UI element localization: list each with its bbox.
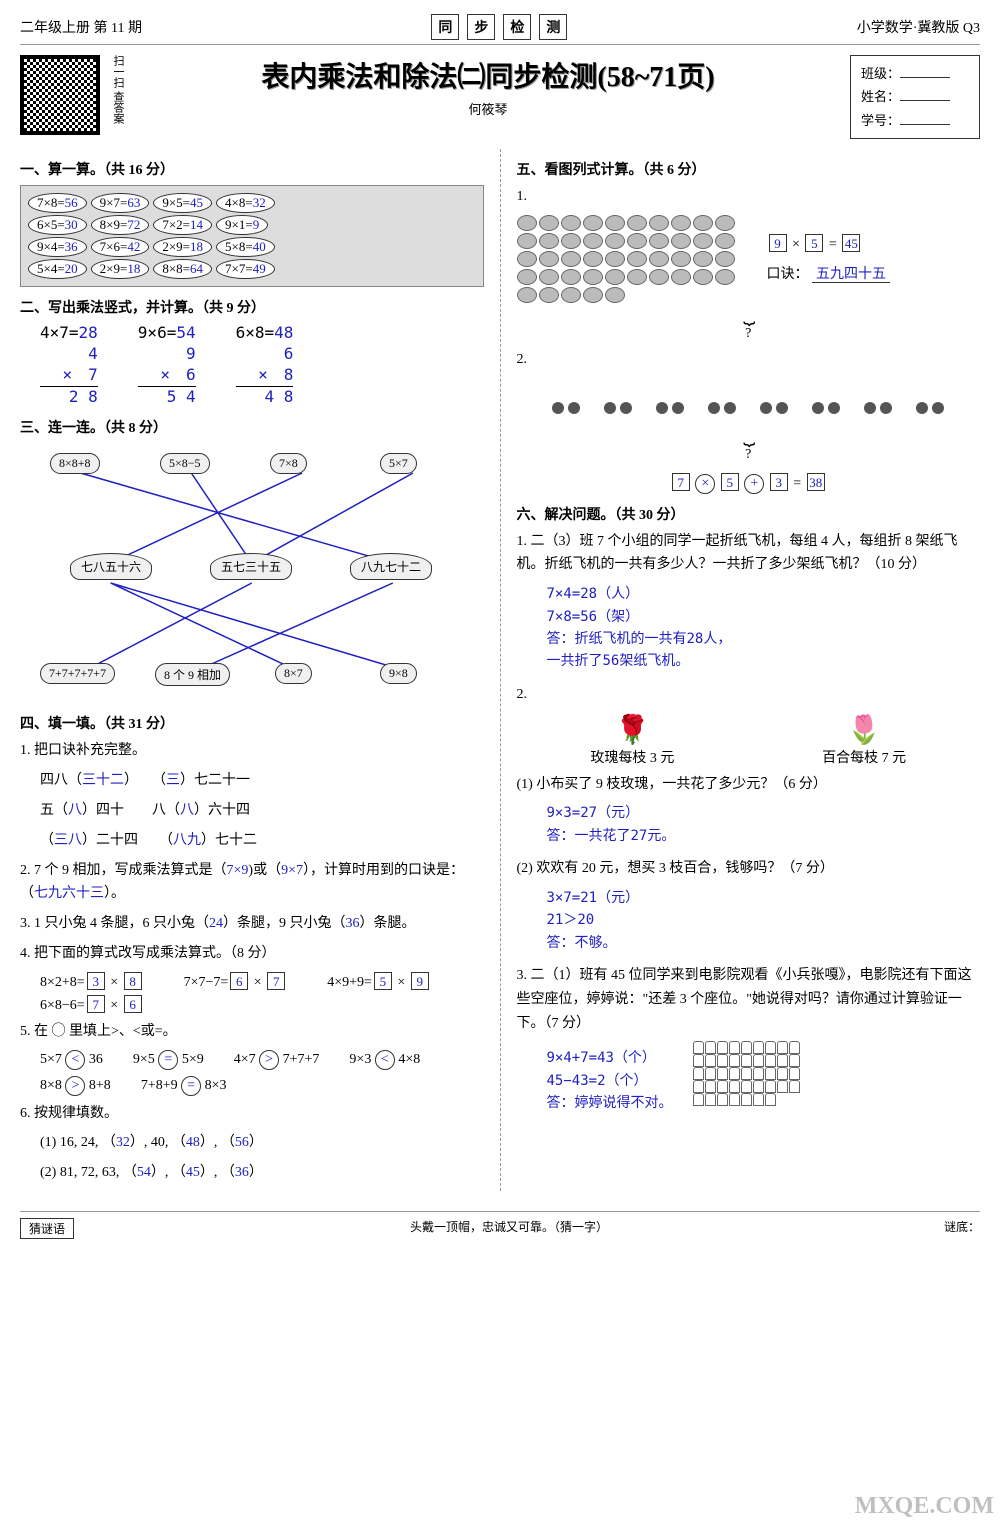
calc-oval: 7×8=56 [28, 193, 87, 213]
qr-code [20, 55, 100, 135]
calc-oval: 5×4=20 [28, 259, 87, 279]
calc-oval: 9×5=45 [153, 193, 212, 213]
s1-grid: 7×8=569×7=639×5=454×8=32 6×5=308×9=727×2=… [20, 185, 484, 287]
calc-oval: 7×2=14 [153, 215, 212, 235]
calc-oval: 6×5=30 [28, 215, 87, 235]
calc-oval: 8×9=72 [91, 215, 150, 235]
lily-icon: 🌷 [847, 713, 882, 747]
calc-oval: 4×8=32 [216, 193, 275, 213]
left-column: 一、算一算。（共 16 分） 7×8=569×7=639×5=454×8=32 6… [20, 149, 484, 1191]
header-center: 同 步 检 测 [431, 14, 567, 40]
page-header: 二年级上册 第 11 期 同 步 检 测 小学数学·冀教版 Q3 [20, 10, 980, 45]
calc-oval: 9×4=36 [28, 237, 87, 257]
vertical-calc: 9×6=549× 65 4 [138, 323, 196, 407]
title-section: 扫一扫 查答案 表内乘法和除法㈡同步检测(58~71页) 何筱琴 班级： 姓名：… [20, 55, 980, 139]
turtle-grid [517, 215, 747, 303]
calc-oval: 2×9=18 [91, 259, 150, 279]
header-left: 二年级上册 第 11 期 [20, 17, 142, 37]
s2-title: 二、写出乘法竖式，并计算。（共 9 分） [20, 297, 484, 317]
calc-oval: 7×7=49 [216, 259, 275, 279]
seat-grid [693, 1041, 800, 1106]
calc-oval: 5×8=40 [216, 237, 275, 257]
s3-area: 8×8+85×8−57×85×7七八五十六五七三十五八九七十二7+7+7+7+7… [20, 443, 484, 703]
calc-oval: 2×9=18 [153, 237, 212, 257]
vertical-calc: 6×8=486× 84 8 [236, 323, 294, 407]
content-columns: 一、算一算。（共 16 分） 7×8=569×7=639×5=454×8=32 6… [20, 149, 980, 1191]
s3-title: 三、连一连。（共 8 分） [20, 417, 484, 437]
vertical-calc: 4×7=284× 72 8 [40, 323, 98, 407]
page-footer: 猜谜语 头戴一顶帽，忠诚又可靠。（猜一字） 谜底： [20, 1211, 980, 1239]
watermark: MXQE.COM [855, 1493, 994, 1520]
s2-row: 4×7=284× 72 8 9×6=549× 65 4 6×8=486× 84 8 [20, 323, 484, 407]
calc-oval: 8×8=64 [153, 259, 212, 279]
calc-oval: 9×7=63 [91, 193, 150, 213]
student-info: 班级： 姓名： 学号： [850, 55, 980, 139]
header-right: 小学数学·冀教版 Q3 [857, 17, 980, 37]
s4-title: 四、填一填。（共 31 分） [20, 713, 484, 733]
cherry-row [517, 378, 981, 418]
s6-title: 六、解决问题。（共 30 分） [517, 504, 981, 524]
s1-title: 一、算一算。（共 16 分） [20, 159, 484, 179]
qr-label: 扫一扫 查答案 [110, 55, 126, 124]
calc-oval: 9×1=9 [216, 215, 268, 235]
rose-icon: 🌹 [615, 713, 650, 747]
main-title: 表内乘法和除法㈡同步检测(58~71页) 何筱琴 [136, 55, 840, 118]
s6-q1-ans: 7×4=28（人） 7×8=56（架） 答：折纸飞机的一共有28人， 一共折了5… [547, 583, 981, 673]
calc-oval: 7×6=42 [91, 237, 150, 257]
s5-title: 五、看图列式计算。（共 6 分） [517, 159, 981, 179]
right-column: 五、看图列式计算。（共 6 分） 1. 9 × 5 = 45 口诀： 五九四十五… [500, 149, 981, 1191]
